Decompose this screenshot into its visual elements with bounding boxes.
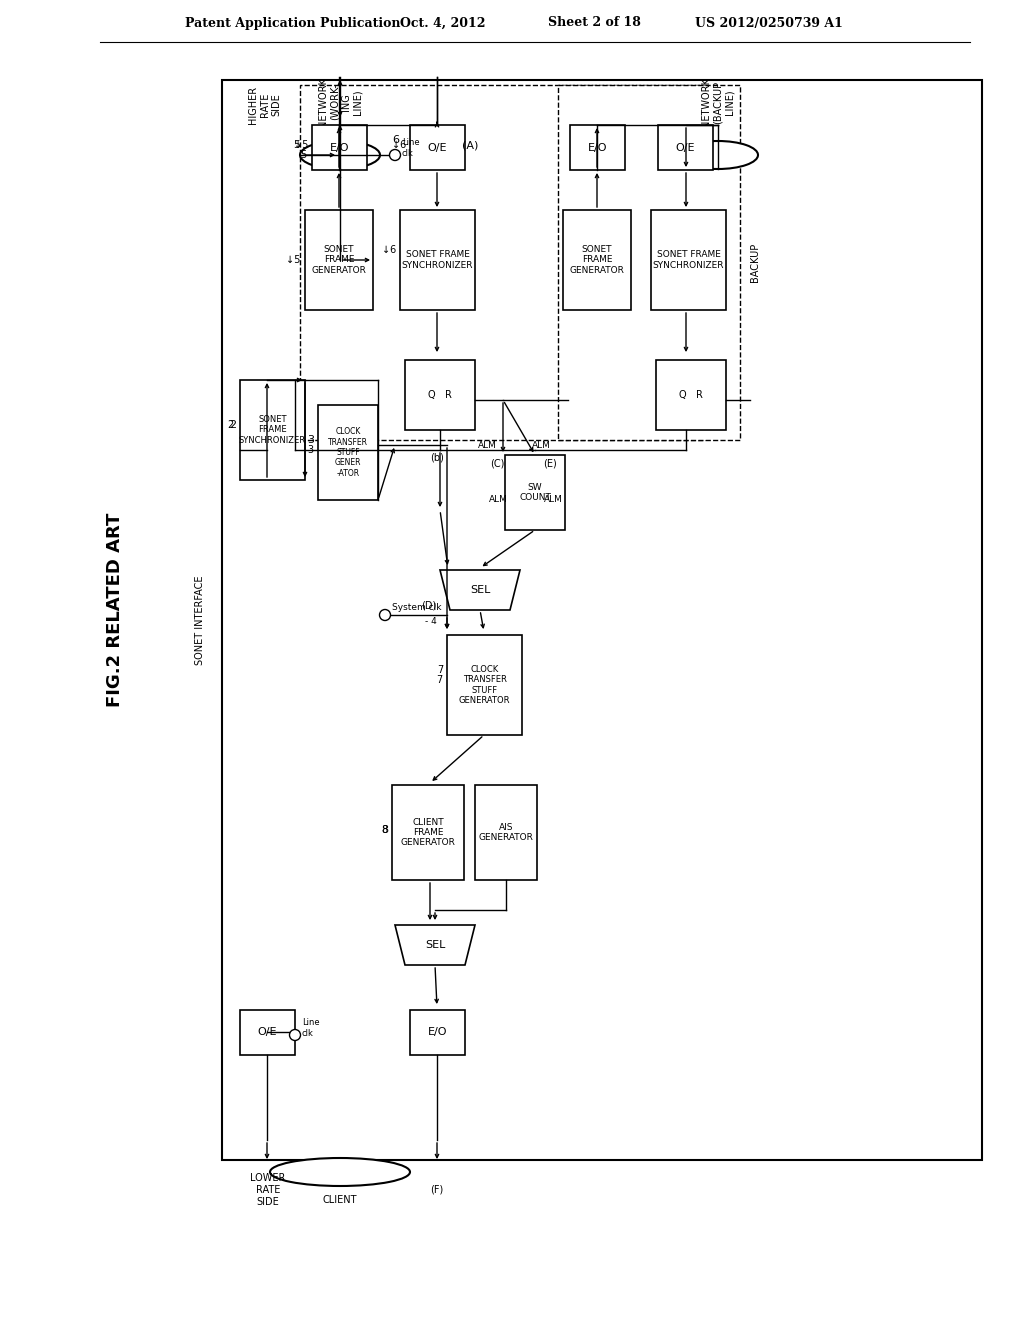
Polygon shape (440, 570, 520, 610)
Bar (222, 81, 982, 1160)
Text: 5: 5 (293, 140, 300, 150)
Bar (300, 84, 705, 440)
Text: NETWORK
(BACKUP
LINE): NETWORK (BACKUP LINE) (701, 77, 734, 127)
Text: SW
COUNT: SW COUNT (519, 483, 551, 502)
Text: NETWORK
(WORK-
ING
LINE): NETWORK (WORK- ING LINE) (317, 77, 362, 127)
Text: 2: 2 (227, 420, 234, 430)
Text: (D): (D) (421, 601, 436, 610)
Text: 7: 7 (437, 665, 443, 675)
Text: Line
clk: Line clk (402, 139, 420, 157)
Text: E/O: E/O (330, 143, 349, 153)
Text: Patent Application Publication: Patent Application Publication (185, 16, 400, 29)
Text: (C): (C) (490, 458, 505, 469)
Bar (318, 405, 378, 500)
Text: SONET
FRAME
GENERATOR: SONET FRAME GENERATOR (569, 246, 625, 275)
Text: ALM: ALM (531, 441, 551, 450)
Bar (656, 360, 726, 430)
Text: 8: 8 (381, 825, 387, 836)
Text: (b): (b) (430, 453, 443, 463)
Text: BACKUP: BACKUP (750, 243, 760, 282)
Text: E/O: E/O (428, 1027, 447, 1038)
Text: Oct. 4, 2012: Oct. 4, 2012 (400, 16, 485, 29)
Text: SONET
FRAME
GENERATOR: SONET FRAME GENERATOR (311, 246, 367, 275)
Text: 2: 2 (229, 420, 236, 430)
Text: US 2012/0250739 A1: US 2012/0250739 A1 (695, 16, 843, 29)
Text: WORKING: WORKING (715, 239, 725, 286)
Text: ALM: ALM (489, 495, 508, 504)
Text: CLOCK
TRANSFER
STUFF
GENER
-ATOR: CLOCK TRANSFER STUFF GENER -ATOR (328, 428, 368, 478)
Text: (F): (F) (430, 1185, 443, 1195)
Bar (651, 210, 726, 310)
Text: ↓6: ↓6 (382, 246, 396, 255)
Text: SEL: SEL (470, 585, 490, 595)
Text: CLOCK
TRANSFER
STUFF
GENERATOR: CLOCK TRANSFER STUFF GENERATOR (459, 665, 510, 705)
Text: CLIENT: CLIENT (323, 1195, 357, 1205)
Circle shape (380, 610, 390, 620)
Text: E/O: E/O (588, 143, 607, 153)
Text: 7: 7 (436, 675, 442, 685)
Text: 6: 6 (392, 135, 399, 145)
Text: AIS
GENERATOR: AIS GENERATOR (478, 822, 534, 842)
Text: Q   R: Q R (428, 389, 452, 400)
Bar (240, 1010, 295, 1055)
Bar (558, 84, 740, 440)
Text: SONET FRAME
SYNCHRONIZER: SONET FRAME SYNCHRONIZER (401, 251, 473, 269)
Bar (563, 210, 631, 310)
Ellipse shape (678, 141, 758, 169)
Ellipse shape (300, 141, 380, 169)
Text: 3: 3 (307, 436, 314, 445)
Ellipse shape (270, 1158, 410, 1185)
Bar (392, 785, 464, 880)
Text: Line
clk: Line clk (302, 1018, 319, 1038)
Polygon shape (395, 925, 475, 965)
Text: CLIENT
FRAME
GENERATOR: CLIENT FRAME GENERATOR (400, 817, 456, 847)
Text: (E): (E) (543, 458, 557, 469)
Text: ↓5: ↓5 (294, 140, 308, 150)
Text: ↓5: ↓5 (286, 255, 300, 265)
Bar (400, 210, 475, 310)
Bar (447, 635, 522, 735)
Circle shape (290, 1030, 300, 1040)
Text: 8: 8 (381, 825, 388, 836)
Text: 5: 5 (300, 150, 306, 160)
Text: O/E: O/E (258, 1027, 278, 1038)
Text: ↓6: ↓6 (392, 140, 406, 150)
Text: LOWER
RATE
SIDE: LOWER RATE SIDE (250, 1173, 286, 1206)
Text: SONET INTERFACE: SONET INTERFACE (195, 576, 205, 665)
Text: Sheet 2 of 18: Sheet 2 of 18 (548, 16, 641, 29)
Bar (410, 1010, 465, 1055)
Text: O/E: O/E (676, 143, 695, 153)
Bar (406, 360, 475, 430)
Bar (475, 785, 537, 880)
Text: (A): (A) (462, 140, 478, 150)
Text: SEL: SEL (425, 940, 445, 950)
Text: SONET FRAME
SYNCHRONIZER: SONET FRAME SYNCHRONIZER (652, 251, 724, 269)
Bar (240, 380, 305, 480)
Text: HIGHER
RATE
SIDE: HIGHER RATE SIDE (249, 86, 282, 124)
Bar (570, 125, 625, 170)
Text: ALM: ALM (544, 495, 563, 504)
Circle shape (389, 149, 400, 161)
Text: 3: 3 (307, 445, 313, 455)
Text: ALM: ALM (477, 441, 497, 450)
Text: SONET
FRAME
SYNCHRONIZER: SONET FRAME SYNCHRONIZER (239, 414, 306, 445)
Bar (312, 125, 367, 170)
Bar (410, 125, 465, 170)
Text: Q   R: Q R (679, 389, 702, 400)
Bar (505, 455, 565, 531)
Text: - 4: - 4 (425, 618, 437, 627)
Bar (658, 125, 713, 170)
Bar (305, 210, 373, 310)
Text: FIG.2 RELATED ART: FIG.2 RELATED ART (106, 512, 124, 708)
Text: System clk: System clk (392, 603, 441, 612)
Text: O/E: O/E (428, 143, 447, 153)
